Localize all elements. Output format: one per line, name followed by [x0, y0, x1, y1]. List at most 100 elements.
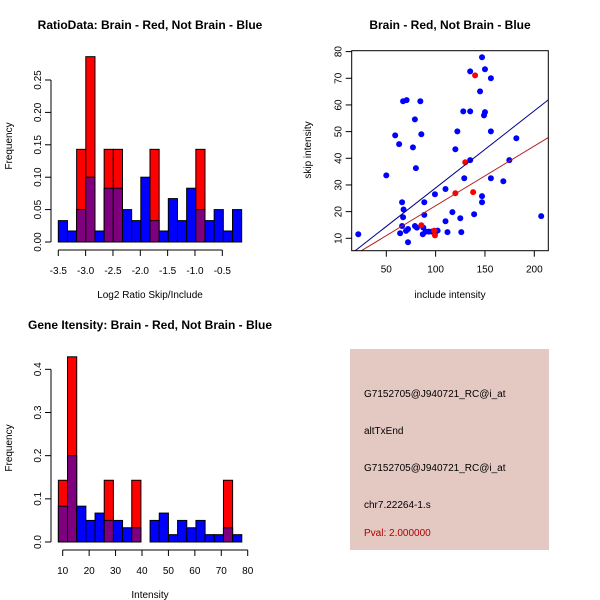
probe-id-1: G7152705@J940721_RC@i_at [364, 389, 506, 400]
not-brain-point [479, 193, 486, 200]
y-tick-label: 70 [334, 72, 345, 84]
overlap-bar [103, 187, 114, 243]
overlap-bar [67, 455, 78, 543]
not-brain-bar [131, 220, 142, 243]
x-axis-label: Log2 Ratio Skip/Include [97, 290, 203, 301]
not-brain-point [481, 66, 488, 73]
not-brain-point [457, 215, 464, 222]
not-brain-bar [222, 230, 233, 243]
y-tick-label: 10 [334, 232, 345, 244]
y-tick-label: 0.25 [33, 70, 44, 90]
chart-title: Gene Itensity: Brain - Red, Not Brain - … [28, 318, 272, 332]
y-axis-label: Frequency [4, 424, 15, 471]
not-brain-bar [231, 209, 243, 243]
brain-point [431, 232, 438, 239]
x-tick-label: 70 [216, 566, 228, 577]
x-tick-label: 50 [381, 265, 393, 276]
x-tick-label: -3.5 [50, 266, 68, 277]
y-tick-label: 50 [334, 126, 345, 138]
brain-fit-line [360, 137, 549, 251]
y-tick-label: 80 [334, 46, 345, 58]
ratio-histogram: RatioData: Brain - Red, Not Brain - Blue… [4, 18, 263, 301]
not-brain-point [400, 206, 407, 213]
y-tick-label: 0.05 [33, 199, 44, 219]
not-brain-point [460, 108, 467, 115]
not-brain-bar [167, 534, 179, 543]
not-brain-point [449, 209, 456, 216]
not-brain-point [487, 75, 494, 82]
x-tick-label: 100 [427, 265, 444, 276]
not-brain-point [442, 185, 449, 192]
y-axis-label: Frequency [4, 122, 15, 169]
not-brain-point [396, 141, 403, 148]
not-brain-bar [176, 220, 188, 243]
not-brain-bar [85, 519, 96, 543]
overlap-bar [149, 220, 160, 243]
not-brain-bar [186, 527, 197, 543]
not-brain-bar [112, 519, 124, 543]
brain-point [472, 72, 479, 79]
not-brain-bar [140, 176, 151, 243]
y-tick-label: 60 [334, 99, 345, 111]
not-brain-bar [167, 198, 178, 243]
x-tick-label: 80 [242, 566, 254, 577]
not-brain-bar [66, 230, 78, 243]
not-brain-point [513, 135, 520, 142]
chart-title: Brain - Red, Not Brain - Blue [369, 18, 531, 32]
not-brain-point [458, 229, 465, 236]
x-tick-label: 20 [84, 566, 96, 577]
not-brain-bar [232, 534, 243, 543]
not-brain-point [454, 128, 461, 135]
not-brain-bar [149, 519, 160, 543]
y-tick-label: 0.15 [33, 135, 44, 155]
overlap-bar [76, 209, 87, 243]
not-brain-fit-line [354, 99, 549, 251]
y-axis-label: skip intensity [303, 121, 314, 178]
x-tick-label: -1.0 [186, 266, 204, 277]
not-brain-bar [158, 512, 169, 543]
y-tick-label: 0.20 [33, 102, 44, 122]
not-brain-bar [195, 519, 206, 543]
not-brain-point [409, 144, 416, 151]
not-brain-point [392, 132, 399, 139]
not-brain-point [399, 199, 406, 206]
plot-area [354, 54, 549, 251]
y-tick-label: 20 [334, 206, 345, 218]
x-tick-label: -2.5 [104, 266, 122, 277]
plot-box [351, 50, 549, 252]
locus-id: chr7.22264-1.s [364, 500, 431, 511]
not-brain-point [400, 214, 407, 221]
not-brain-bar [158, 230, 169, 243]
x-tick-label: 60 [189, 566, 201, 577]
y-tick-label: 0.0 [33, 535, 44, 549]
not-brain-point [477, 88, 484, 95]
not-brain-bar [76, 505, 87, 543]
info-panel-background [350, 349, 549, 550]
not-brain-bar [213, 534, 224, 543]
overlap-bar [112, 187, 123, 243]
not-brain-point [479, 54, 486, 61]
not-brain-point [442, 218, 449, 225]
not-brain-point [417, 98, 424, 105]
y-tick-label: 0.1 [33, 491, 44, 505]
y-tick-label: 30 [334, 179, 345, 191]
x-axis-label: include intensity [414, 290, 485, 301]
info-panel: G7152705@J940721_RC@i_at altTxEnd G71527… [350, 349, 549, 550]
not-brain-point [444, 229, 451, 236]
not-brain-bar [204, 220, 215, 243]
not-brain-bar [122, 527, 133, 543]
overlap-bar [222, 527, 234, 543]
x-tick-label: 50 [163, 566, 175, 577]
not-brain-point [397, 230, 404, 237]
not-brain-bar [186, 187, 197, 243]
brain-point [431, 227, 438, 234]
not-brain-bar [94, 230, 105, 243]
overlap-bar [103, 519, 114, 543]
not-brain-point [421, 199, 428, 206]
pval: Pval: 2.000000 [364, 528, 431, 539]
not-brain-point [403, 97, 410, 104]
x-tick-label: -2.0 [132, 266, 150, 277]
overlap-bar [131, 527, 142, 543]
not-brain-bar [204, 534, 215, 543]
